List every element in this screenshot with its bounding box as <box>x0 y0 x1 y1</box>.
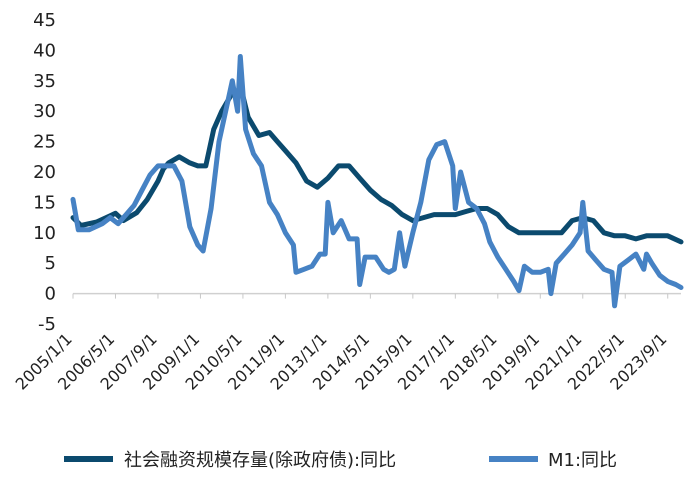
legend-label-social-financing: 社会融资规模存量(除政府债):同比 <box>124 450 396 471</box>
legend-label-m1: M1:同比 <box>548 450 617 471</box>
y-tick-label: 35 <box>33 71 56 92</box>
y-axis: -5 0 5 10 15 20 25 30 35 40 45 <box>33 10 56 335</box>
series-line-social-financing <box>70 90 684 245</box>
legend: 社会融资规模存量(除政府债):同比 M1:同比 <box>64 450 617 471</box>
y-tick-label: 45 <box>33 10 56 31</box>
series-layer <box>70 54 684 309</box>
y-tick-label: 10 <box>33 223 56 244</box>
y-tick-label: 20 <box>33 162 56 183</box>
y-tick-label: 30 <box>33 101 56 122</box>
y-tick-label: 40 <box>33 40 56 61</box>
y-tick-label: -5 <box>38 314 56 335</box>
series-line-m1 <box>70 54 684 309</box>
y-tick-label: 25 <box>33 132 56 153</box>
x-axis: 2005/1/12006/5/12007/9/12009/1/12010/5/1… <box>12 292 681 394</box>
y-tick-label: 15 <box>33 192 56 213</box>
y-tick-label: 5 <box>45 253 56 274</box>
y-tick-label: 0 <box>45 284 56 305</box>
